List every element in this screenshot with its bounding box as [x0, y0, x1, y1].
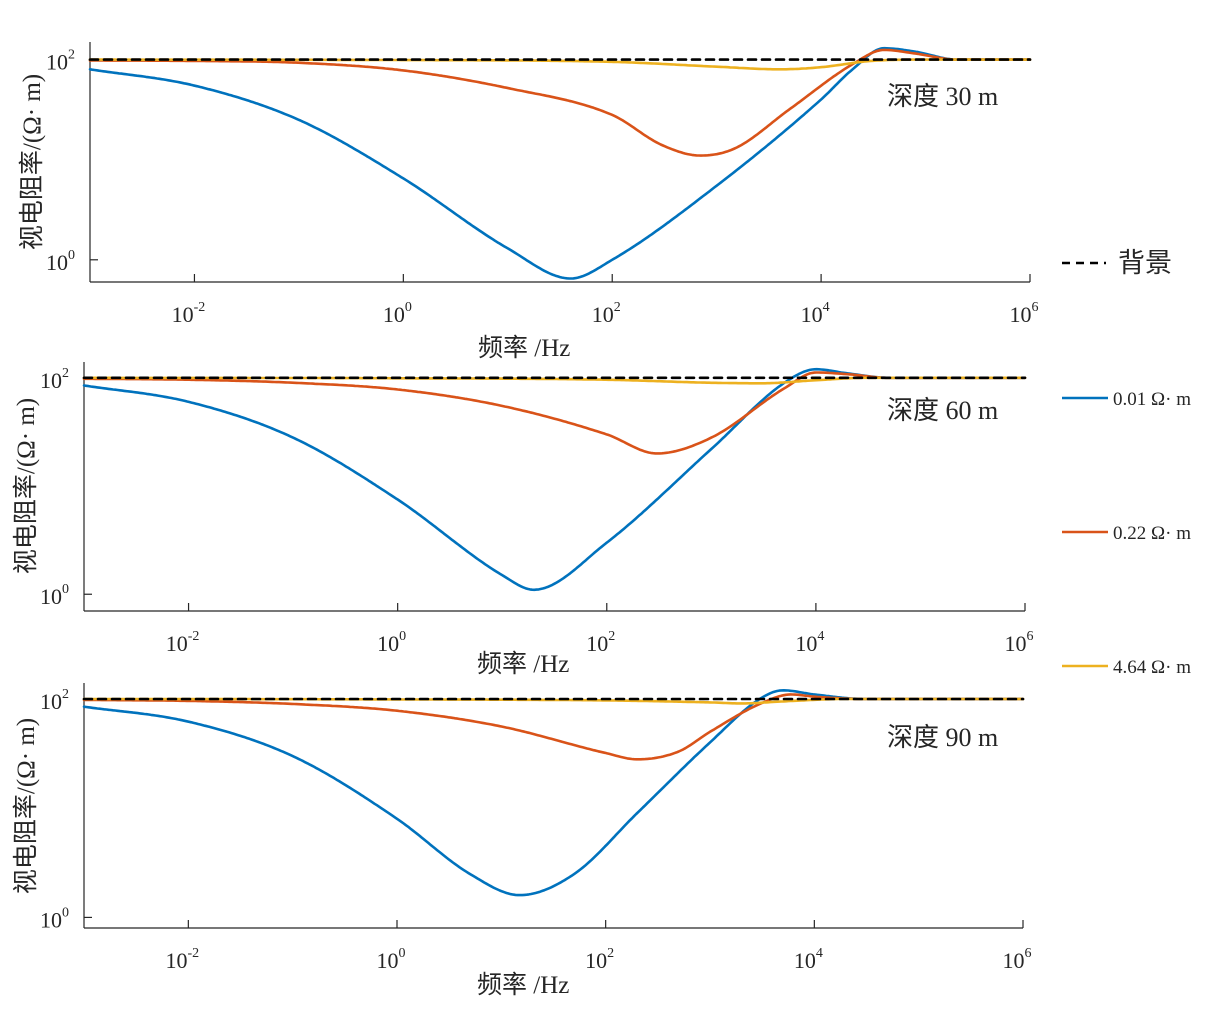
series-line-1: [82, 689, 1025, 897]
legend: 背景 0.01 Ω· m 0.22 Ω· m 4.64 Ω· m: [1062, 248, 1191, 678]
y-tick-label: 102: [46, 48, 75, 75]
x-tick-label: 104: [794, 946, 823, 973]
x-tick-label: 102: [592, 300, 621, 327]
x-tick-label: 10-2: [166, 629, 200, 656]
x-tick-label: 106: [1003, 946, 1032, 973]
y-tick-label: 102: [40, 687, 69, 714]
x-tick-label: 102: [586, 629, 615, 656]
x-axis-label: 频率 /Hz: [477, 971, 569, 999]
y-tick-label: 100: [46, 248, 75, 275]
series-line-1: [82, 367, 1027, 592]
legend-label-series-3: 4.64 Ω· m: [1113, 657, 1191, 678]
y-axis-label: 视电阻率/(Ω· m): [18, 74, 46, 250]
series-line-2: [88, 48, 1032, 157]
y-tick-label: 100: [40, 582, 69, 609]
x-tick-label: 100: [383, 300, 412, 327]
panels: 10-2 100 102 104 106 100 102 频率 /Hz 视电阻率/(Ω· m) 深…: [12, 42, 1039, 999]
x-tick-label: 102: [585, 946, 614, 973]
y-axis-label: 视电阻率/(Ω· m): [12, 398, 40, 574]
panel-2: 10-2 100 102 104 106 100 102 频率 /Hz 视电阻率/(Ω· m) 深…: [12, 362, 1034, 678]
x-tick-label: 10-2: [172, 300, 206, 327]
legend-label-series-1: 0.01 Ω· m: [1113, 389, 1191, 410]
depth-annotation: 深度 30 m: [887, 82, 998, 111]
legend-label-series-2: 0.22 Ω· m: [1113, 523, 1191, 544]
depth-annotation: 深度 90 m: [887, 723, 998, 752]
panel-3: 10-2 100 102 104 106 100 102 频率 /Hz 视电阻率/(Ω· m) 深…: [12, 683, 1032, 999]
x-tick-label: 104: [801, 300, 830, 327]
panel-1: 10-2 100 102 104 106 100 102 频率 /Hz 视电阻率/(Ω· m) 深…: [18, 42, 1039, 362]
y-tick-label: 100: [40, 905, 69, 932]
x-tick-label: 106: [1010, 300, 1039, 327]
x-axis-label: 频率 /Hz: [477, 650, 569, 678]
x-tick-label: 10-2: [165, 946, 199, 973]
y-tick-label: 102: [40, 366, 69, 393]
x-tick-label: 106: [1005, 629, 1034, 656]
series-line-2: [82, 371, 1027, 455]
series-line-2: [82, 693, 1025, 761]
legend-label-background: 背景: [1118, 248, 1172, 278]
x-axis-label: 频率 /Hz: [478, 334, 570, 362]
x-tick-label: 104: [795, 629, 824, 656]
x-tick-label: 100: [377, 946, 406, 973]
depth-annotation: 深度 60 m: [887, 396, 998, 425]
y-axis-label: 视电阻率/(Ω· m): [12, 718, 40, 894]
x-tick-label: 100: [377, 629, 406, 656]
